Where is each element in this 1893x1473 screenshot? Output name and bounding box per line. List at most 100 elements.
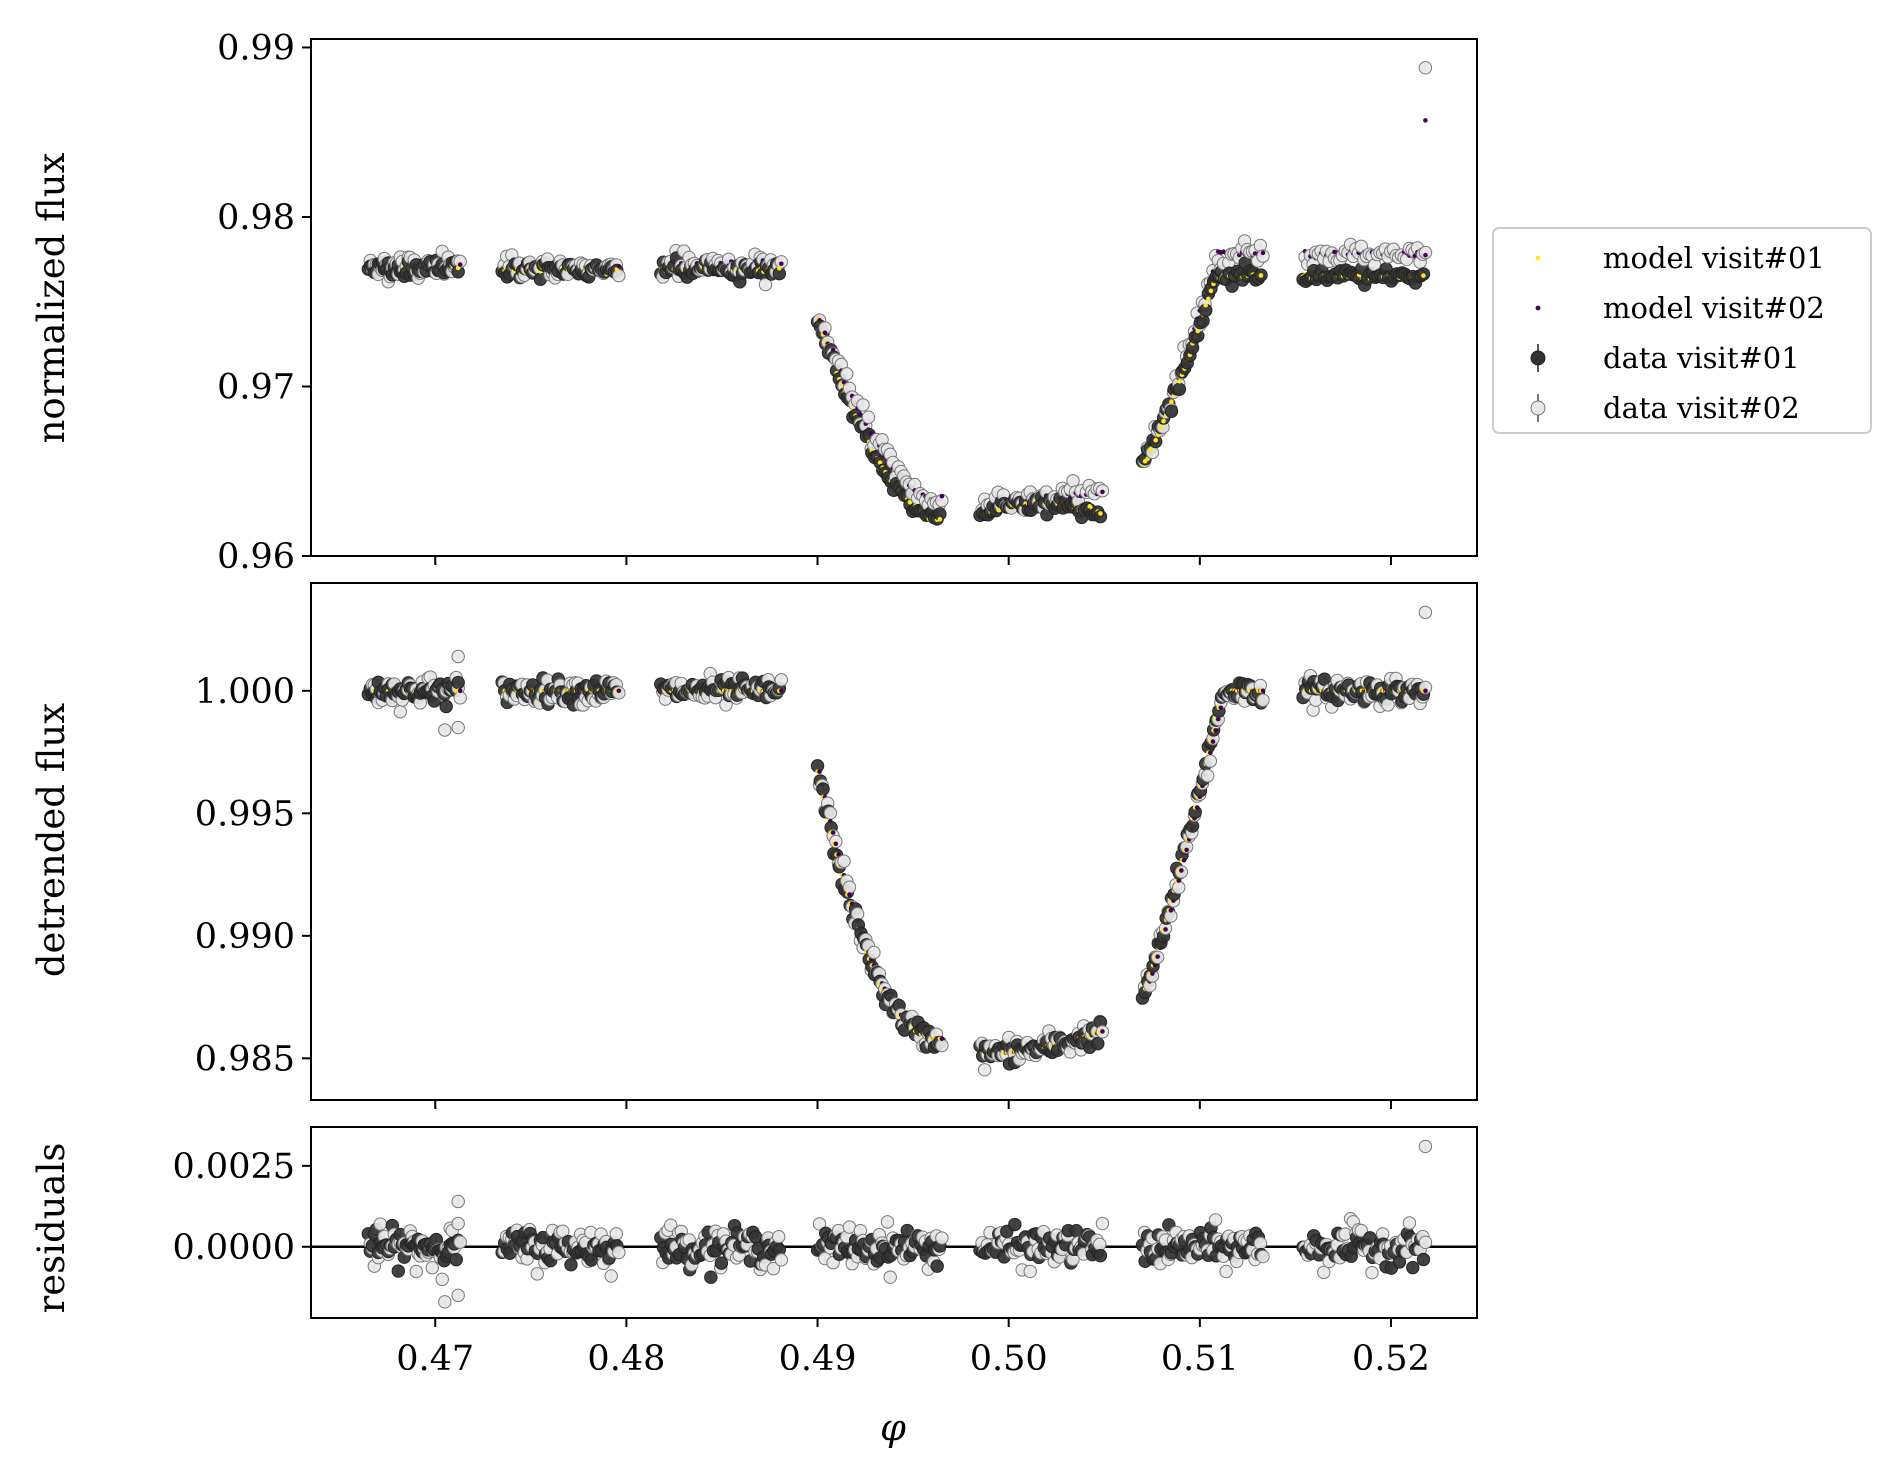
- model-point-visit01: [1421, 273, 1426, 278]
- ytick-label: 0.99: [217, 28, 295, 68]
- data-point-visit01: [1172, 382, 1187, 396]
- data-point-visit02: [774, 673, 789, 687]
- residual-point-visit02: [373, 1217, 388, 1231]
- residual-point-visit02: [530, 1267, 544, 1281]
- model-point-visit02: [833, 841, 839, 847]
- data-point-visit01: [1185, 819, 1200, 833]
- panel-normalized-flux: 0.96 0.97 0.98 0.99: [217, 28, 1478, 577]
- xtick-label: 0.50: [970, 1339, 1048, 1379]
- outlier-point: [1418, 605, 1433, 620]
- residual-point-visit02: [409, 1264, 423, 1279]
- data-point-visit02: [823, 806, 838, 820]
- data-point-visit02: [453, 691, 467, 705]
- data-point-visit02: [1256, 693, 1270, 707]
- ytick-label: 0.995: [195, 794, 295, 834]
- data-point-visit02: [840, 367, 854, 381]
- model-point-visit02: [1213, 728, 1218, 733]
- data-point-visit02: [1200, 769, 1215, 783]
- residual-point-visit02: [612, 1245, 626, 1260]
- model-point-visit01: [455, 265, 461, 271]
- panel-residuals: 0.0000 0.0025 0.47 0.48 0.49 0.50 0.51 0.52: [173, 1126, 1478, 1379]
- model-point-visit02: [1260, 250, 1266, 256]
- data-point-visit02: [935, 1038, 949, 1053]
- ytick-label: 1.000: [195, 672, 295, 712]
- model-point-visit02: [1218, 705, 1224, 711]
- residual-point-visit02: [880, 1215, 895, 1229]
- residual-point-visit02: [935, 1231, 949, 1245]
- data-point-visit01: [816, 782, 830, 796]
- model-point-visit02: [1168, 908, 1174, 913]
- model-point-visit02: [1208, 750, 1213, 756]
- outlier-point: [451, 720, 465, 735]
- ytick-label: 0.990: [195, 917, 295, 957]
- outlier-point: [451, 649, 465, 664]
- data-point-visit02: [856, 398, 870, 412]
- model-point-visit02: [457, 688, 463, 694]
- data-point-visit01: [1091, 1036, 1105, 1051]
- residual-point-visit02: [609, 1227, 623, 1241]
- residual-point-visit02: [453, 1235, 467, 1249]
- residual-point-visit02: [425, 1261, 439, 1275]
- data-point-visit02: [1172, 880, 1186, 895]
- model-point-visit02: [616, 263, 622, 269]
- model-point-visit02: [1155, 954, 1160, 959]
- data-point-visit02: [977, 1063, 992, 1077]
- model-point-visit02: [1194, 805, 1200, 810]
- residual-point-visit02: [1208, 1213, 1223, 1227]
- model-point-visit01: [1161, 418, 1166, 424]
- model-point-visit02: [1423, 688, 1428, 694]
- residual-point-visit02: [1219, 1264, 1233, 1279]
- model-point-visit01: [1208, 288, 1214, 294]
- data-point-visit01: [1164, 404, 1179, 418]
- model-point-visit01: [937, 517, 943, 522]
- xtick-label: 0.51: [1161, 1339, 1239, 1379]
- data-point-visit02: [393, 705, 407, 719]
- residual-point-visit02: [1093, 1237, 1107, 1252]
- residual-point-visit02: [604, 1269, 618, 1283]
- model-point-visit02: [1100, 1029, 1105, 1034]
- model-point-visit02: [1423, 252, 1428, 258]
- model-point-visit01: [777, 265, 782, 271]
- ytick-label: 0.97: [217, 367, 295, 407]
- model-point-visit02: [1179, 868, 1184, 873]
- data-point-visit02: [1381, 698, 1395, 712]
- model-point-visit02: [779, 688, 784, 694]
- model-point-visit01: [1195, 328, 1201, 334]
- model-point-visit02: [1184, 847, 1189, 853]
- residual-point-visit01: [564, 1258, 578, 1272]
- axes-frame: [310, 582, 1478, 1101]
- model-point-visit02: [1181, 857, 1187, 863]
- model-point-visit02: [939, 1036, 945, 1042]
- model-point-visit02: [830, 830, 836, 835]
- axes-frame: [310, 38, 1478, 557]
- model-point-visit02: [868, 430, 874, 436]
- model-point-visit02: [457, 262, 463, 267]
- model-point-visit02: [1100, 489, 1105, 495]
- model-point-visit02: [817, 769, 822, 774]
- data-point-visit02: [1066, 474, 1080, 488]
- ytick-label: 0.0000: [173, 1228, 295, 1268]
- model-point-visit01: [1098, 511, 1103, 516]
- xtick-label: 0.47: [396, 1339, 474, 1379]
- data-point-visit02: [758, 277, 773, 292]
- data-point-visit01: [451, 675, 465, 690]
- outlier-point: [438, 723, 452, 737]
- model-point-visit01: [1206, 296, 1211, 302]
- data-point-visit02: [1203, 754, 1218, 768]
- model-point-visit02: [858, 412, 863, 417]
- model-point-visit01: [996, 507, 1002, 513]
- model-point-visit02: [939, 493, 945, 499]
- model-point-visit01: [1258, 273, 1264, 278]
- ytick-label: 0.0025: [173, 1147, 295, 1187]
- model-point-visit02: [847, 892, 852, 897]
- residual-point-visit02: [883, 1270, 897, 1284]
- residual-point-visit02: [1023, 1264, 1037, 1279]
- residual-point-visit01: [704, 1270, 718, 1284]
- model-point-visit02: [822, 330, 828, 336]
- model-point-visit02: [616, 688, 622, 694]
- model-point-visit01: [1148, 447, 1153, 453]
- residual-point-visit02: [774, 1253, 789, 1267]
- residual-point-visit01: [391, 1264, 405, 1278]
- panel-detrended-flux: 0.985 0.990 0.995 1.000: [195, 582, 1478, 1109]
